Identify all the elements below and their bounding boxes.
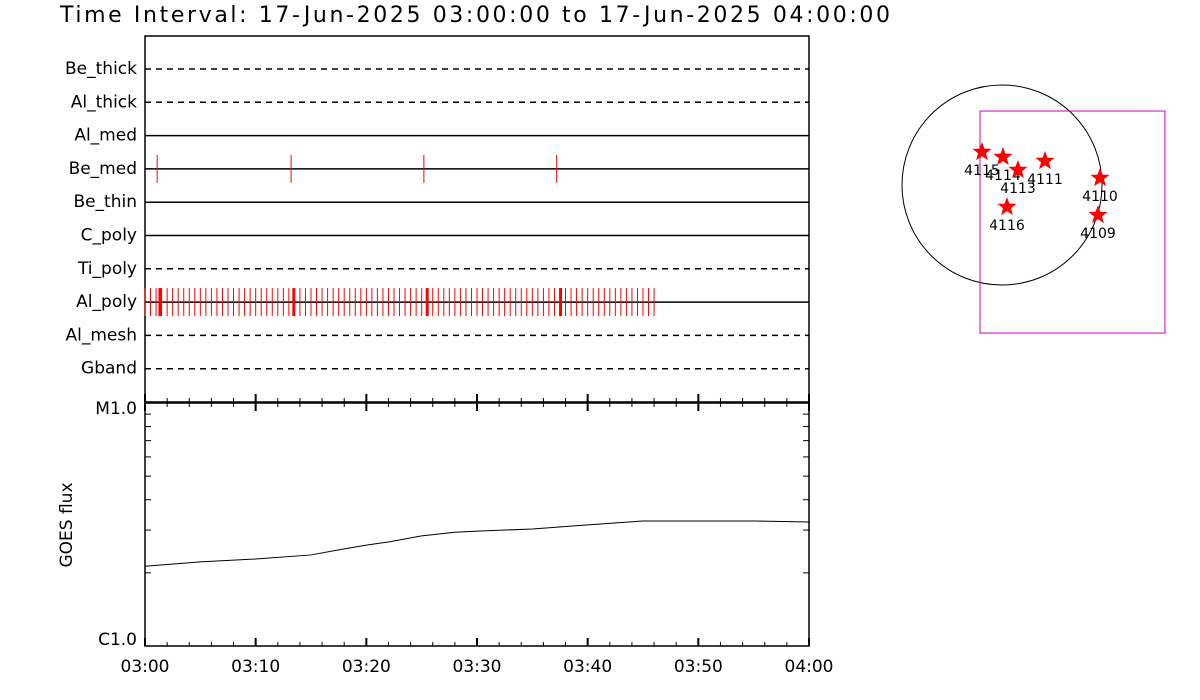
x-tick-label: 03:10 — [231, 657, 280, 677]
x-tick-label: 03:00 — [121, 657, 170, 677]
x-tick-label: 03:30 — [453, 657, 502, 677]
x-tick-label: 03:50 — [674, 657, 723, 677]
x-tick-label: 03:20 — [342, 657, 391, 677]
active-region — [972, 142, 992, 161]
flux-frame — [144, 402, 810, 647]
row-label: Be_thin — [73, 192, 137, 212]
event-frame — [144, 35, 810, 403]
active-region — [997, 197, 1017, 216]
region-label: 4115 — [964, 163, 1000, 179]
row-label: Be_thick — [65, 59, 137, 79]
row-label: Al_poly — [76, 292, 137, 312]
row-label: Ti_poly — [77, 259, 137, 279]
x-tick-label: 04:00 — [785, 657, 834, 677]
region-label: 4111 — [1027, 172, 1063, 188]
active-region — [1088, 205, 1108, 224]
y-tick-label: M1.0 — [95, 399, 137, 419]
region-label: 4110 — [1082, 189, 1118, 205]
region-label: 4114 — [985, 168, 1021, 184]
y-axis-label: GOES flux — [57, 482, 77, 567]
fov-box — [979, 110, 1166, 334]
row-label: Al_mesh — [65, 325, 137, 345]
y-tick-label: C1.0 — [98, 630, 137, 650]
row-label: Gband — [81, 359, 137, 379]
active-region — [1090, 168, 1110, 187]
chart-title: Time Interval: 17-Jun-2025 03:00:00 to 1… — [59, 3, 890, 28]
flux-line — [144, 520, 810, 567]
row-label: Be_med — [69, 159, 137, 179]
region-label: 4113 — [1000, 181, 1036, 197]
row-label: C_poly — [81, 226, 137, 246]
solar-disk — [901, 84, 1103, 286]
x-tick-label: 03:40 — [563, 657, 612, 677]
region-label: 4109 — [1080, 226, 1116, 242]
active-region — [993, 147, 1013, 165]
active-region — [1035, 151, 1055, 170]
row-label: Al_thick — [71, 92, 137, 112]
row-label: Al_med — [74, 126, 137, 146]
active-region — [1008, 160, 1028, 179]
region-label: 4116 — [989, 218, 1025, 234]
